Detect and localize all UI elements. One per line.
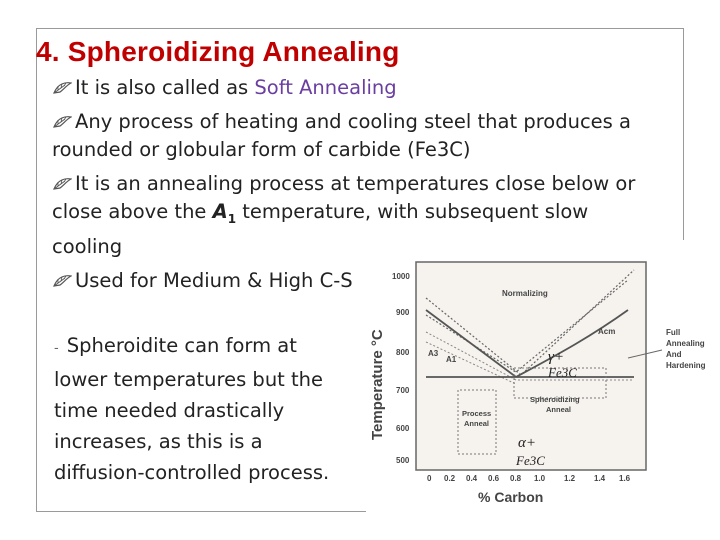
x-tick: 0.8 (510, 474, 522, 483)
spheroidite-text: Spheroidite can form at lower temperatur… (54, 334, 330, 484)
x-tick: 1.4 (594, 474, 606, 483)
annealing-temperature-diagram: Temperature °C 1000 900 800 700 600 500 … (366, 240, 720, 512)
y-tick: 900 (396, 308, 410, 317)
spheroidizing-label-1: Spheroidizing (530, 395, 580, 404)
process-anneal-region (457, 389, 497, 455)
a3-label: A3 (428, 349, 439, 358)
leaf-bullet-icon (53, 82, 72, 94)
bullet-3: It is an annealing process at temperatur… (52, 170, 652, 262)
alpha-fe3c-label: Fe3C (515, 453, 545, 468)
dash-marker: - (54, 341, 59, 356)
spheroidizing-label-2: Anneal (546, 405, 571, 414)
x-tick: 0.6 (488, 474, 500, 483)
normalizing-band (425, 269, 635, 376)
slide-title: 4. Spheroidizing Annealing (36, 36, 400, 67)
acm-line (515, 309, 629, 378)
leaf-bullet-icon (53, 275, 72, 287)
bullet-list: It is also called as Soft Annealing Any … (52, 74, 652, 300)
normalizing-label: Normalizing (502, 289, 548, 298)
bullet-2: Any process of heating and cooling steel… (52, 108, 652, 165)
bullet-3-text-pre: It is an annealing process at temperatur… (52, 171, 636, 224)
y-tick: 800 (396, 348, 410, 357)
a1-subscript: 1 (227, 211, 237, 226)
process-anneal-label-2: Anneal (464, 419, 489, 428)
x-tick: 0 (427, 474, 432, 483)
bullet-2-text: Any process of heating and cooling steel… (52, 109, 631, 162)
soft-annealing-highlight: Soft Annealing (254, 76, 397, 99)
gamma-fe3c-label: Fe3C (547, 365, 577, 380)
a1-label: A1 (446, 355, 457, 364)
leaf-bullet-icon (53, 177, 72, 190)
gamma-phase-label: γ+ (548, 349, 564, 365)
y-axis-label: Temperature °C (369, 329, 386, 440)
bullet-4: Used for Medium & High C-S (52, 267, 652, 296)
x-tick: 1.6 (619, 474, 631, 483)
y-tick: 600 (396, 424, 410, 433)
spheroidite-paragraph: - Spheroidite can form at lower temperatu… (54, 330, 354, 488)
x-tick: 0.2 (444, 474, 456, 483)
y-tick: 500 (396, 456, 410, 465)
full-annealing-label-3: And (666, 350, 682, 359)
x-tick: 1.0 (534, 474, 546, 483)
a1-symbol: A (212, 200, 228, 223)
spheroidizing-region (513, 367, 607, 399)
bullet-1-text: It is also called as (75, 76, 255, 99)
process-anneal-label-1: Process (462, 409, 491, 418)
full-annealing-label-2: Annealing (666, 339, 705, 348)
diagram-svg: Temperature °C 1000 900 800 700 600 500 … (369, 261, 706, 505)
a3-line (425, 309, 517, 378)
bullet-3-text-post: temperature, with subsequent slow coolin… (52, 200, 589, 259)
full-anneal-pointer (627, 349, 663, 359)
full-annealing-label-4: Hardening (666, 361, 706, 370)
y-tick: 1000 (392, 272, 410, 281)
x-tick: 1.2 (564, 474, 576, 483)
bullet-4-text: Used for Medium & High C-S (75, 268, 353, 292)
acm-label: Acm (598, 327, 615, 336)
full-annealing-label-1: Full (666, 328, 680, 337)
leaf-bullet-icon (53, 115, 72, 128)
alpha-phase-label: α+ (518, 435, 536, 451)
x-axis-label: % Carbon (478, 489, 543, 505)
bullet-1: It is also called as Soft Annealing (52, 74, 652, 103)
full-anneal-band (425, 331, 634, 385)
y-tick: 700 (396, 386, 410, 395)
x-tick: 0.4 (466, 474, 478, 483)
